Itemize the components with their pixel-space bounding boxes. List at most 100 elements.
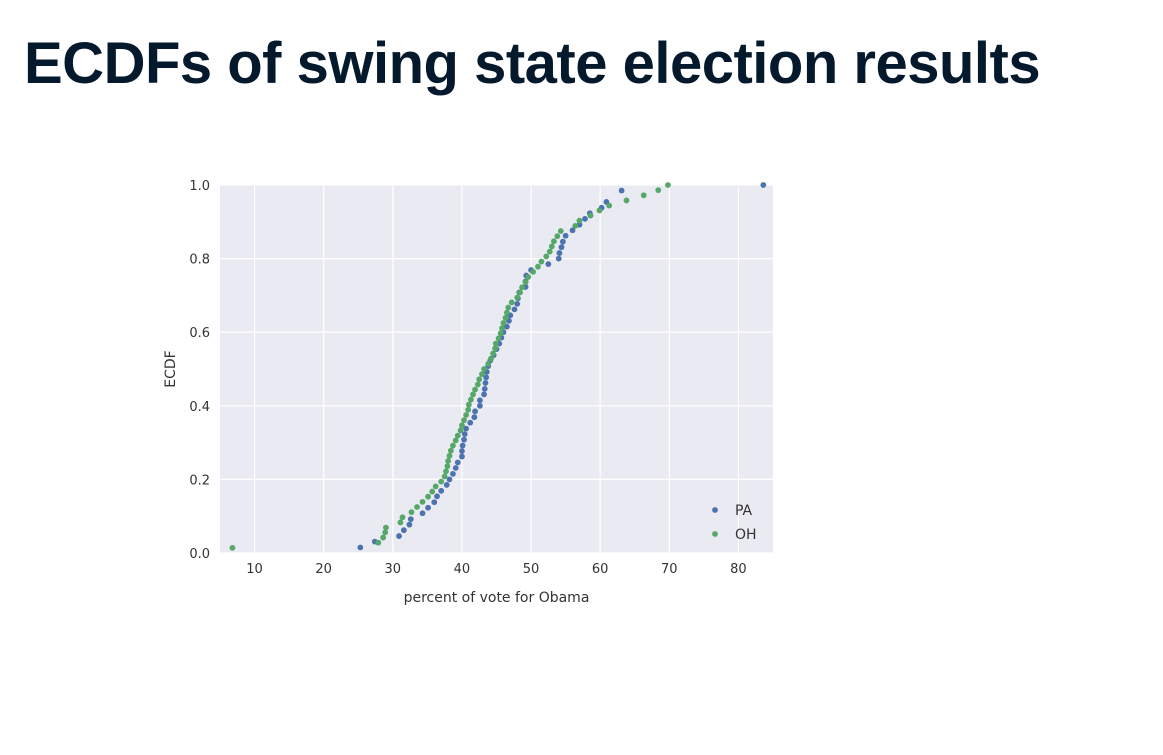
point-oh — [419, 498, 426, 505]
point-pa — [450, 470, 456, 477]
x-tick-label: 20 — [315, 562, 332, 577]
point-pa — [446, 476, 453, 483]
point-pa — [467, 419, 474, 426]
point-pa — [471, 414, 478, 421]
y-tick-label: 1.0 — [189, 179, 210, 194]
point-pa — [582, 215, 588, 222]
point-pa — [556, 250, 563, 256]
point-pa — [406, 521, 413, 528]
point-pa — [400, 527, 407, 534]
point-oh — [655, 187, 662, 194]
point-pa — [477, 397, 483, 404]
point-oh — [557, 228, 564, 234]
point-pa — [503, 323, 510, 330]
point-oh — [492, 345, 499, 352]
x-tick-label: 30 — [385, 562, 402, 577]
point-oh — [429, 488, 436, 495]
point-oh — [399, 514, 406, 521]
point-oh — [517, 289, 523, 296]
point-oh — [503, 309, 510, 316]
y-tick-label: 0.4 — [189, 400, 210, 415]
point-oh — [640, 192, 647, 199]
point-pa — [562, 232, 569, 239]
point-oh — [497, 330, 504, 337]
point-oh — [444, 463, 451, 470]
point-oh — [461, 417, 467, 424]
point-oh — [465, 406, 472, 413]
legend-label-pa: PA — [735, 503, 753, 519]
point-pa — [454, 459, 461, 466]
point-pa — [434, 493, 440, 500]
point-oh — [443, 468, 449, 475]
point-oh — [229, 544, 236, 551]
y-axis-label: ECDF — [163, 350, 179, 387]
legend-marker-oh — [712, 531, 718, 537]
point-pa — [459, 442, 466, 449]
point-oh — [476, 376, 483, 383]
point-pa — [472, 408, 478, 415]
point-pa — [558, 244, 565, 251]
slide-title: ECDFs of swing state election results — [24, 31, 1041, 96]
x-axis-label: percent of vote for Obama — [404, 590, 590, 606]
point-oh — [495, 335, 502, 342]
point-oh — [446, 452, 453, 459]
point-oh — [481, 366, 487, 372]
point-oh — [543, 253, 550, 260]
point-oh — [572, 222, 579, 229]
point-pa — [459, 448, 465, 454]
point-oh — [452, 437, 459, 444]
point-oh — [447, 447, 454, 454]
point-oh — [554, 233, 561, 240]
point-pa — [481, 385, 488, 392]
point-pa — [431, 499, 438, 506]
point-oh — [465, 401, 472, 408]
point-oh — [432, 483, 439, 490]
point-oh — [485, 360, 492, 367]
point-oh — [623, 197, 630, 204]
point-oh — [445, 458, 452, 464]
point-oh — [522, 279, 529, 286]
point-pa — [396, 533, 402, 539]
ecdf-chart-svg: 10 20 30 40 50 60 70 80 0.0 0.2 0.4 0.6 0.8 1.0 percen… — [163, 179, 773, 606]
point-pa — [514, 300, 521, 307]
point-pa — [463, 425, 469, 432]
point-oh — [408, 509, 415, 516]
point-oh — [454, 432, 461, 439]
point-oh — [450, 442, 456, 449]
point-oh — [548, 243, 555, 250]
point-oh — [535, 263, 541, 270]
point-oh — [665, 182, 671, 188]
point-oh — [441, 473, 448, 480]
point-oh — [380, 534, 387, 541]
point-oh — [499, 325, 505, 332]
point-oh — [576, 217, 583, 224]
point-pa — [555, 255, 562, 262]
point-pa — [461, 436, 467, 443]
x-tick-label: 60 — [592, 562, 609, 577]
point-oh — [472, 386, 478, 393]
point-oh — [397, 519, 404, 526]
point-oh — [500, 320, 507, 326]
point-pa — [481, 391, 487, 398]
point-oh — [538, 258, 545, 265]
point-pa — [452, 465, 459, 471]
point-oh — [508, 299, 515, 306]
point-pa — [438, 487, 445, 494]
x-tick-label: 40 — [454, 562, 471, 577]
plot-background — [220, 185, 773, 553]
point-pa — [760, 182, 767, 188]
point-oh — [488, 355, 494, 362]
point-oh — [479, 371, 485, 378]
point-pa — [477, 402, 483, 409]
point-oh — [490, 350, 496, 357]
point-pa — [482, 380, 489, 386]
point-pa — [357, 544, 364, 551]
point-pa — [559, 238, 566, 245]
point-oh — [587, 212, 594, 219]
point-oh — [546, 248, 553, 255]
point-oh — [470, 391, 476, 398]
point-oh — [514, 294, 521, 301]
x-tick-label: 10 — [246, 562, 263, 577]
y-tick-label: 0.0 — [189, 547, 210, 562]
point-oh — [474, 381, 481, 388]
